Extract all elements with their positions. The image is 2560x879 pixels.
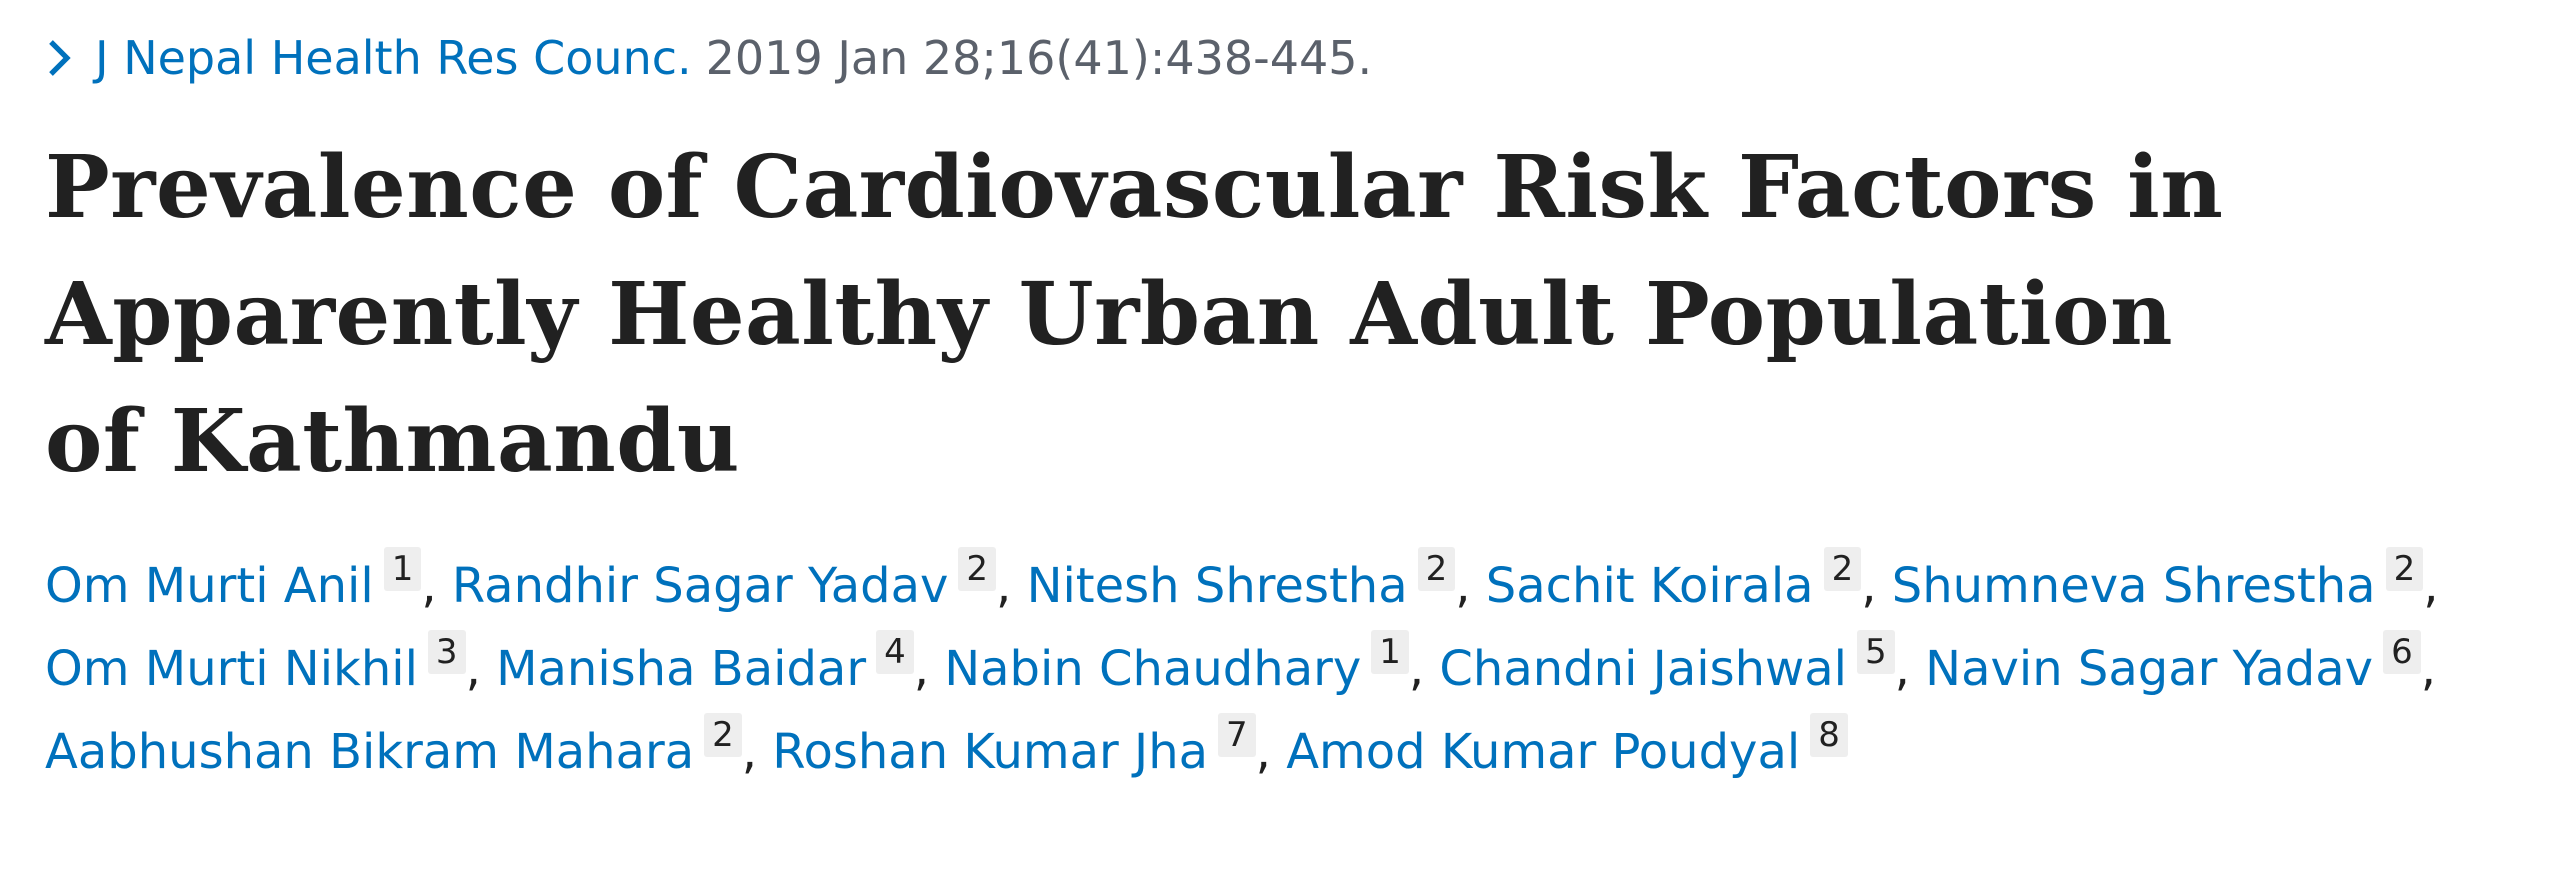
author-link[interactable]: Navin Sagar Yadav xyxy=(1925,641,2374,697)
author: Sachit Koirala 2 xyxy=(1485,547,1892,614)
author-link[interactable]: Nitesh Shrestha xyxy=(1026,558,1408,614)
affiliation-ref[interactable]: 4 xyxy=(876,630,914,674)
affiliation-ref[interactable]: 8 xyxy=(1810,713,1848,757)
affiliation-ref[interactable]: 5 xyxy=(1857,630,1895,674)
affiliation-ref[interactable]: 7 xyxy=(1218,713,1256,757)
author-link[interactable]: Manisha Baidar xyxy=(496,641,867,697)
affiliation-ref[interactable]: 2 xyxy=(1823,547,1862,591)
affiliation-ref[interactable]: 2 xyxy=(2385,547,2424,591)
author: Randhir Sagar Yadav 2 xyxy=(451,547,1027,614)
author: Shumneva Shrestha 2 xyxy=(1891,547,2439,614)
author-link[interactable]: Om Murti Anil xyxy=(45,558,374,614)
author: Amod Kumar Poudyal 8 xyxy=(1286,713,1848,780)
author: Navin Sagar Yadav 6 xyxy=(1925,630,2436,697)
author: Aabhushan Bikram Mahara 2 xyxy=(45,713,772,780)
affiliation-ref[interactable]: 3 xyxy=(427,630,466,674)
author-link[interactable]: Randhir Sagar Yadav xyxy=(451,558,949,614)
affiliation-ref[interactable]: 2 xyxy=(958,547,997,591)
affiliation-ref[interactable]: 1 xyxy=(1371,630,1409,674)
affiliation-ref[interactable]: 6 xyxy=(2383,630,2421,674)
author-link[interactable]: Sachit Koirala xyxy=(1485,558,1814,614)
affiliation-ref[interactable]: 2 xyxy=(1417,547,1456,591)
article-title: Prevalence of Cardiovascular Risk Factor… xyxy=(45,137,2224,492)
author: Chandni Jaishwal 5 xyxy=(1439,630,1925,697)
author-link[interactable]: Nabin Chaudhary xyxy=(944,641,1362,697)
author-link[interactable]: Aabhushan Bikram Mahara xyxy=(45,724,695,780)
chevron-icon xyxy=(49,40,71,76)
affiliation-ref[interactable]: 2 xyxy=(704,713,742,757)
author: Om Murti Anil 1 xyxy=(45,547,452,614)
affiliation-ref[interactable]: 1 xyxy=(383,547,422,591)
article-header: J Nepal Health Res Counc. 2019 Jan 28;16… xyxy=(45,22,2525,794)
author-link[interactable]: Amod Kumar Poudyal xyxy=(1286,724,1801,780)
author: Roshan Kumar Jha 7 xyxy=(772,713,1286,780)
author: Nabin Chaudhary 1 xyxy=(944,630,1439,697)
author-link[interactable]: Om Murti Nikhil xyxy=(45,641,418,697)
citation: 2019 Jan 28;16(41):438-445. xyxy=(705,31,1373,85)
journal-link[interactable]: J Nepal Health Res Counc. xyxy=(95,31,692,85)
author-link[interactable]: Roshan Kumar Jha xyxy=(772,724,1209,780)
author: Nitesh Shrestha 2 xyxy=(1026,547,1486,614)
author-link[interactable]: Chandni Jaishwal xyxy=(1439,641,1848,697)
author: Manisha Baidar 4 xyxy=(496,630,944,697)
author: Om Murti Nikhil 3 xyxy=(45,630,496,697)
author-link[interactable]: Shumneva Shrestha xyxy=(1891,558,2376,614)
journal-line: J Nepal Health Res Counc. 2019 Jan 28;16… xyxy=(45,22,2525,94)
